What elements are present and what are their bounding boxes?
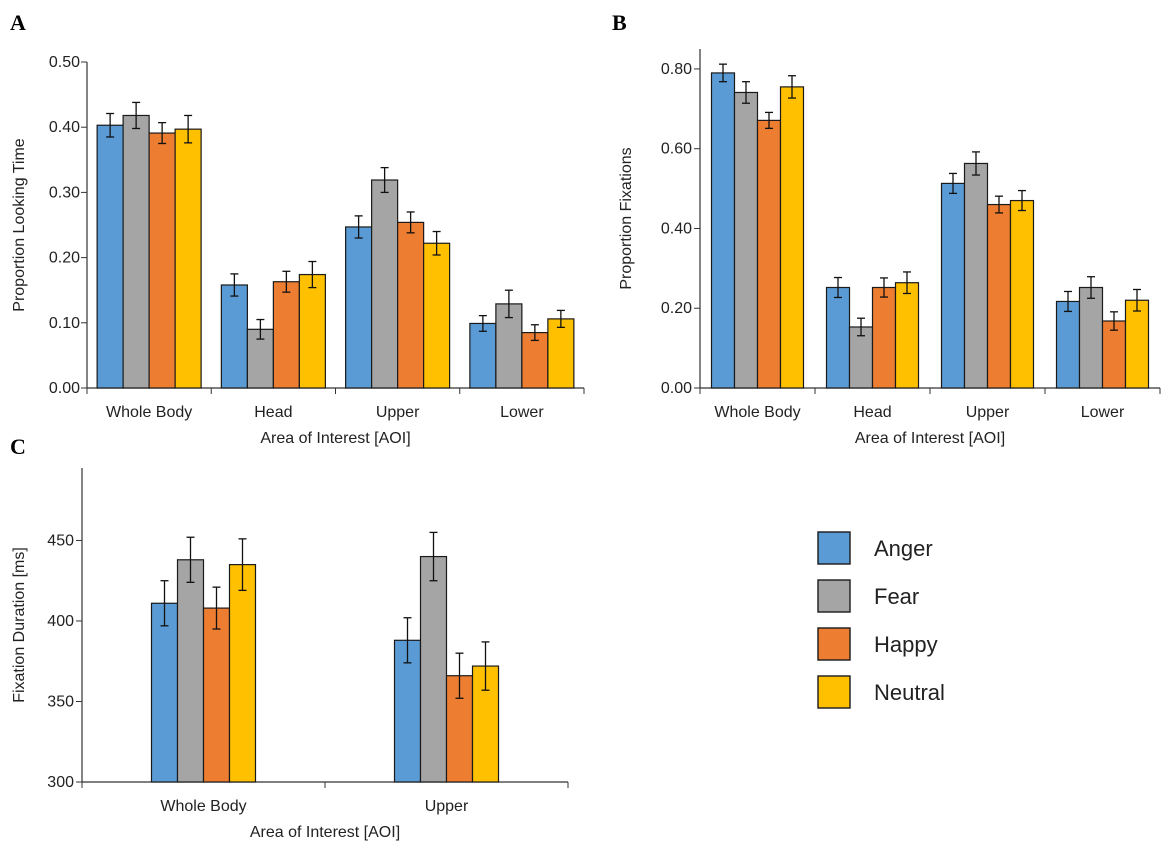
y-axis-title: Proportion Looking Time: [11, 138, 28, 312]
y-tick-label: 0.30: [49, 184, 80, 201]
x-tick-label: Head: [853, 404, 891, 421]
bar-fear: [176, 559, 205, 783]
legend-swatch-happy: [817, 627, 851, 661]
y-tick-label: 0.00: [661, 380, 692, 397]
y-tick-label: 0.50: [49, 54, 80, 71]
y-axis-title: Proportion Fixations: [618, 147, 635, 289]
y-tick-label: 400: [47, 613, 74, 630]
bar-fear: [371, 179, 399, 389]
bar-neutral: [228, 564, 257, 783]
bar-anger: [940, 182, 966, 389]
panel-letter-a: A: [10, 10, 26, 35]
bar-anger: [710, 72, 736, 389]
bar-happy: [1101, 320, 1127, 389]
bar-fear: [733, 91, 759, 389]
bar-anger: [96, 124, 124, 389]
y-axis-title: Fixation Duration [ms]: [11, 547, 28, 703]
x-tick-label: Whole Body: [160, 798, 246, 815]
y-tick-label: 0.20: [661, 300, 692, 317]
y-tick-label: 0.60: [661, 141, 692, 158]
x-tick-label: Whole Body: [714, 404, 800, 421]
y-tick-label: 300: [47, 774, 74, 791]
bar-happy: [397, 221, 425, 389]
chart-a: 0.00 0.10 0.20 0.30 0.40 0.50 Whole Body Head Up…: [11, 54, 585, 447]
bar-fear: [122, 114, 150, 389]
x-tick-label: Whole Body: [106, 404, 192, 421]
x-axis-title: Area of Interest [AOI]: [260, 430, 410, 447]
legend-swatch-anger: [817, 531, 851, 565]
x-tick-label: Upper: [425, 798, 469, 815]
x-axis-title: Area of Interest [AOI]: [250, 824, 400, 841]
y-tick-label: 0.40: [661, 220, 692, 237]
bar-happy: [202, 607, 231, 783]
legend-label-neutral: Neutral: [874, 680, 945, 705]
y-tick-label: 0.20: [49, 250, 80, 267]
bar-neutral: [471, 665, 500, 783]
panel-letter-c: C: [10, 434, 26, 459]
x-tick-label: Upper: [376, 404, 420, 421]
bar-anger: [469, 322, 497, 389]
y-tick-label: 450: [47, 532, 74, 549]
bar-anger: [825, 286, 851, 389]
y-tick-label: 0.40: [49, 119, 80, 136]
legend-label-anger: Anger: [874, 536, 933, 561]
bar-anger: [345, 226, 373, 389]
bar-neutral: [547, 318, 575, 389]
bar-fear: [1078, 286, 1104, 389]
x-tick-label: Lower: [500, 404, 544, 421]
bar-happy: [871, 286, 897, 389]
legend-swatch-neutral: [817, 675, 851, 709]
x-tick-label: Upper: [966, 404, 1010, 421]
bar-happy: [986, 203, 1012, 389]
bar-neutral: [298, 273, 326, 389]
bar-fear: [963, 162, 989, 389]
legend-swatch-fear: [817, 579, 851, 613]
bar-neutral: [174, 128, 202, 389]
y-tick-label: 350: [47, 693, 74, 710]
bar-happy: [756, 119, 782, 389]
bar-anger: [1055, 300, 1081, 389]
legend-label-fear: Fear: [874, 584, 919, 609]
x-tick-label: Head: [254, 404, 292, 421]
bar-neutral: [1124, 299, 1150, 389]
bar-neutral: [779, 86, 805, 389]
panel-letter-b: B: [612, 10, 627, 35]
bar-happy: [148, 132, 176, 389]
x-tick-label: Lower: [1081, 404, 1125, 421]
y-tick-label: 0.00: [49, 380, 80, 397]
bar-neutral: [1009, 199, 1035, 389]
bar-fear: [419, 555, 448, 783]
bar-happy: [272, 281, 300, 389]
x-axis-title: Area of Interest [AOI]: [855, 430, 1005, 447]
y-tick-label: 0.10: [49, 315, 80, 332]
bar-anger: [220, 284, 248, 389]
bar-neutral: [894, 282, 920, 389]
legend-label-happy: Happy: [874, 632, 938, 657]
bar-neutral: [423, 242, 451, 389]
chart-c: 300 350 400 450 Whole Body Upper Area of Inter…: [11, 468, 569, 841]
y-tick-label: 0.80: [661, 61, 692, 78]
legend: Anger Fear Happy Neutral: [817, 531, 945, 709]
chart-b: 0.00 0.20 0.40 0.60 0.80 Whole Body Head Upper L…: [618, 49, 1161, 447]
bar-anger: [150, 602, 179, 783]
